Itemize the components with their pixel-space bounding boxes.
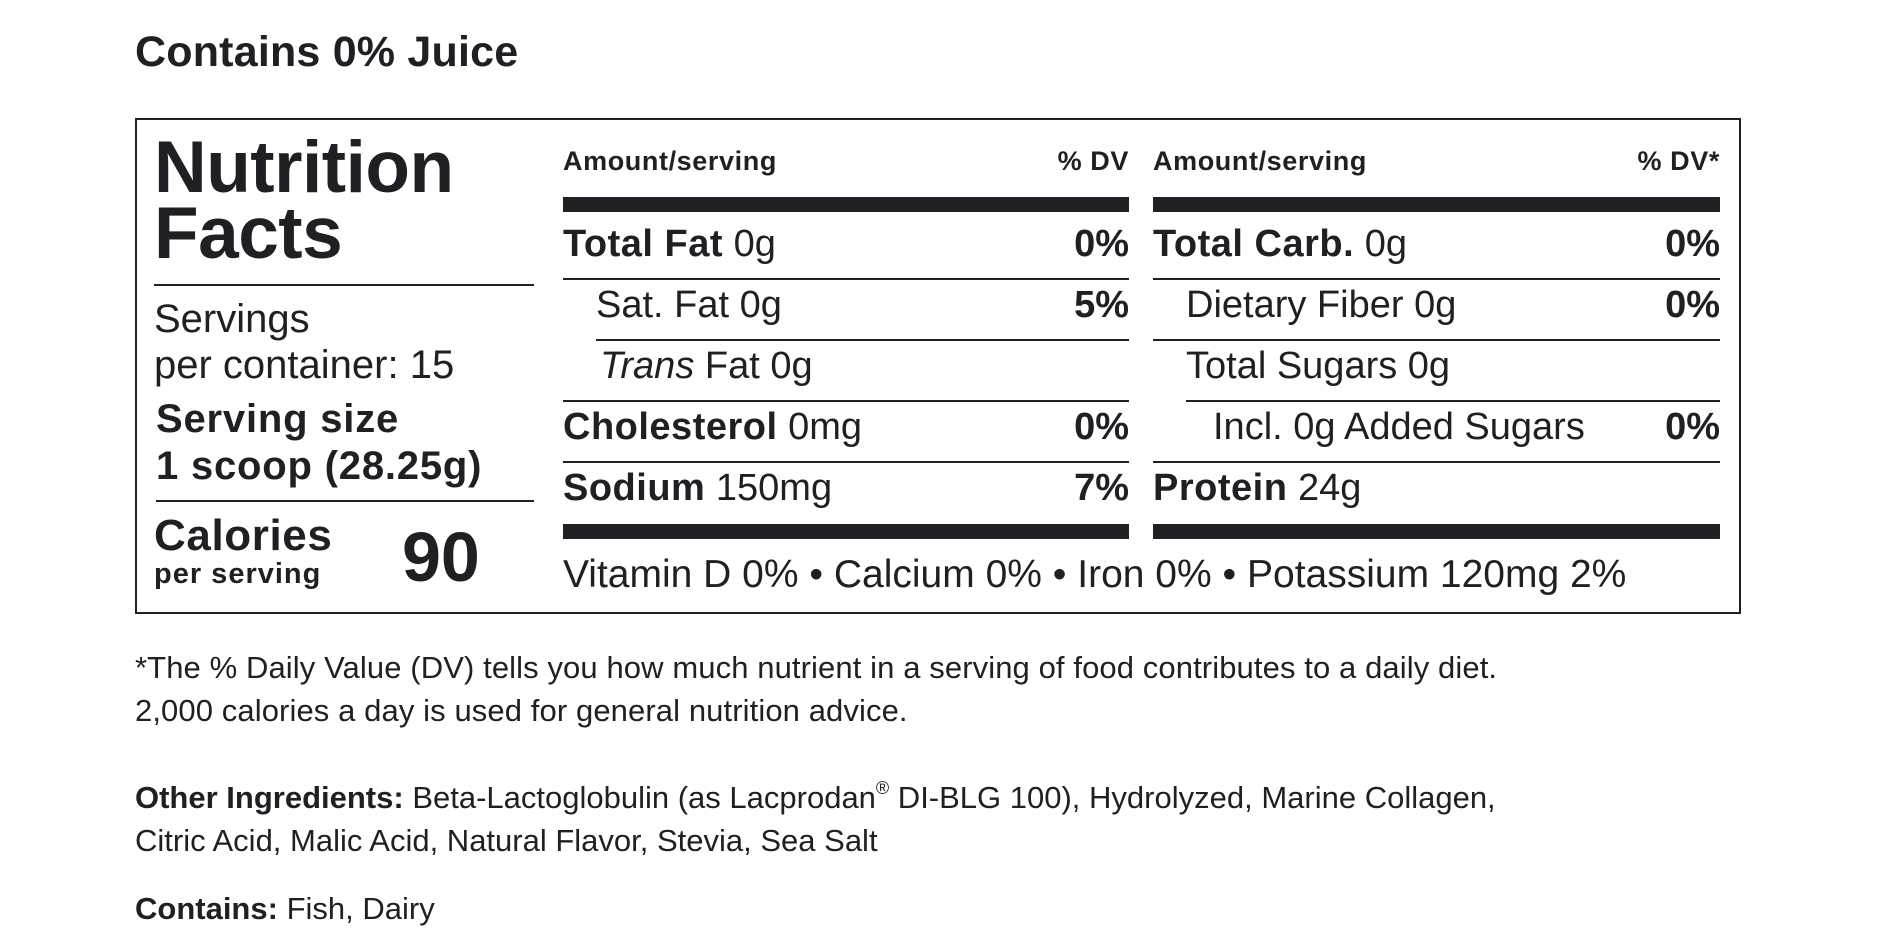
nutrient-amount: 0mg [788,406,863,448]
nutrient-amount: 24g [1297,467,1362,509]
nutrient-name: Protein [1153,467,1288,509]
title-line-2: Facts [154,193,343,274]
ingredients-line-1: Other Ingredients: Beta-Lactoglobulin (a… [135,776,1775,819]
nutrient-row-sat-fat: Sat. Fat 0g 5% [563,275,1129,336]
servings-line-2: per container: 15 [154,343,455,387]
nutrient-row-protein: Protein 24g [1153,458,1720,519]
nutrient-name: Trans [600,345,695,387]
vitamins-minerals: Vitamin D 0% • Calcium 0% • Iron 0% • Po… [563,553,1627,596]
thick-divider [563,197,1129,212]
row-divider [1186,400,1720,402]
nutrient-dv: 0% [1665,223,1720,265]
ingredients-line-2: Citric Acid, Malic Acid, Natural Flavor,… [135,823,878,858]
thick-divider [1153,197,1720,212]
nutrient-name: Sat. Fat [596,284,730,326]
nutrient-row-total-sugars: Total Sugars 0g [1153,336,1720,397]
row-divider [596,339,1129,341]
contains-label: Contains: [135,891,278,926]
dv-header: % DV* [1637,146,1720,176]
calories-label: Calories [154,511,333,560]
servings-line-1: Servings [154,297,310,341]
nutrient-name: Incl. [1213,406,1283,448]
row-divider [563,278,1129,280]
row-divider [1153,461,1720,463]
divider [154,284,534,286]
serving-size-label: Serving size [156,397,400,441]
title-line-1: Nutrition [154,127,454,208]
ingredients-text-continued: DI-BLG 100), Hydrolyzed, Marine Collagen… [889,780,1496,815]
juice-statement: Contains 0% Juice [135,28,519,76]
ingredients-text: Beta-Lactoglobulin (as Lacprodan [412,780,876,815]
nutrient-row-dietary-fiber: Dietary Fiber 0g 0% [1153,275,1720,336]
nutrition-facts-title: Nutrition Facts [154,127,454,274]
nutrient-amount: 0g [739,284,782,326]
nutrient-amount: 0g [1407,345,1451,387]
thick-divider [563,524,1129,539]
row-divider [563,400,1129,402]
nutrient-row-added-sugars: Incl. 0g Added Sugars 0% [1153,397,1720,458]
serving-size: Serving size 1 scoop (28.25g) [156,396,482,490]
nutrient-dv: 0% [1074,223,1129,265]
nutrient-dv: 0% [1665,284,1720,326]
nutrient-row-cholesterol: Cholesterol 0mg 0% [563,397,1129,458]
nutrient-dv: 0% [1074,406,1129,448]
nutrition-facts-panel: Nutrition Facts Servings per container: … [135,118,1741,614]
amount-header: Amount/serving [563,146,777,176]
nutrient-row-total-carb: Total Carb. 0g 0% [1153,214,1720,275]
registered-mark: ® [875,778,890,798]
amount-header: Amount/serving [1153,146,1367,176]
dv-header: % DV [1057,146,1129,176]
ingredients-label: Other Ingredients: [135,780,404,815]
nutrient-row-sodium: Sodium 150mg 7% [563,458,1129,519]
nutrient-row-trans-fat: Trans Fat 0g [563,336,1129,397]
nutrient-amount: 0g [1414,284,1457,326]
daily-value-footnote: *The % Daily Value (DV) tells you how mu… [135,646,1497,732]
allergen-statement: Contains: Fish, Dairy [135,887,435,930]
row-divider [1153,339,1720,341]
nutrient-name: Total Fat [563,223,724,265]
nutrient-name: Total Sugars [1186,345,1398,387]
footnote-line-2: 2,000 calories a day is used for general… [135,693,908,728]
contains-text: Fish, Dairy [286,891,435,926]
nutrient-amount: 150mg [715,467,833,509]
nutrient-name: Cholesterol [563,406,778,448]
nutrient-row-total-fat: Total Fat 0g 0% [563,214,1129,275]
nutrient-amount: Fat 0g [704,345,813,387]
nutrient-amount: 0g [733,223,776,265]
column-header: Amount/serving % DV* [1153,146,1720,176]
servings-per-container: Servings per container: 15 [154,296,454,388]
nutrient-dv: 0% [1665,406,1720,448]
nutrient-name: Sodium [563,467,706,509]
nutrient-amount: 0g [1364,223,1407,265]
nutrient-name: Total Carb. [1153,223,1355,265]
nutrient-name: Dietary Fiber [1186,284,1404,326]
nutrient-amount: 0g Added Sugars [1293,406,1585,448]
nutrient-dv: 7% [1074,467,1129,509]
divider [156,500,534,502]
thick-divider [1153,524,1720,539]
serving-size-value: 1 scoop (28.25g) [156,444,483,488]
column-header: Amount/serving % DV [563,146,1129,176]
other-ingredients: Other Ingredients: Beta-Lactoglobulin (a… [135,776,1775,862]
footnote-line-1: *The % Daily Value (DV) tells you how mu… [135,650,1498,685]
nutrient-dv: 5% [1074,284,1129,326]
row-divider [563,461,1129,463]
calories-value: 90 [402,518,480,596]
calories-sub-label: per serving [154,558,322,590]
row-divider [1153,278,1720,280]
